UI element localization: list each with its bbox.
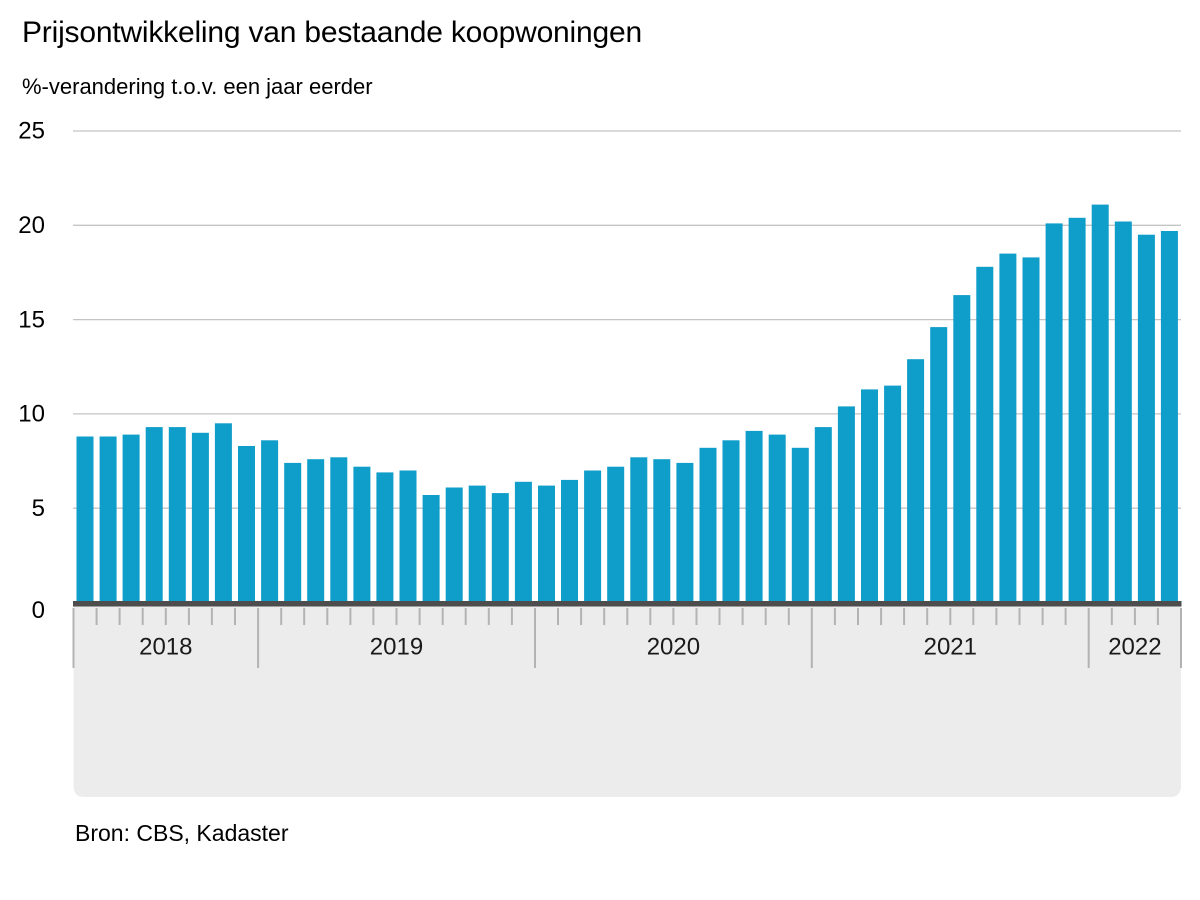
year-label-2019: 2019 <box>370 634 423 661</box>
bar-2021-06 <box>930 327 948 603</box>
y-axis-label-0: 0 <box>32 597 45 624</box>
bar-2020-03 <box>584 470 602 603</box>
bar-2019-08 <box>422 495 440 603</box>
bar-2018-11 <box>214 423 232 603</box>
source-note: Bron: CBS, Kadaster <box>75 820 289 846</box>
bar-2019-12 <box>514 481 532 603</box>
year-label-2022: 2022 <box>1108 634 1161 661</box>
bar-2021-03 <box>861 389 878 603</box>
bar-2019-10 <box>468 485 486 603</box>
bar-2020-08 <box>699 447 717 603</box>
bar-2021-01 <box>814 427 832 603</box>
bar-2019-04 <box>330 457 348 603</box>
bar-2018-05 <box>76 436 94 603</box>
bar-2019-09 <box>445 487 463 603</box>
bar-2021-11 <box>1045 223 1063 603</box>
bar-2020-05 <box>630 457 648 603</box>
bar-2022-04 <box>1160 231 1178 603</box>
bar-2021-05 <box>907 359 925 603</box>
y-axis-label-15: 15 <box>18 306 45 333</box>
page-title: Prijsontwikkeling van bestaande koopwoni… <box>22 16 642 49</box>
bar-2020-06 <box>653 459 671 603</box>
bar-2018-10 <box>191 432 209 603</box>
bar-2018-07 <box>122 434 140 603</box>
bar-2020-07 <box>676 462 694 603</box>
bar-2020-10 <box>745 430 763 603</box>
year-label-2020: 2020 <box>647 634 700 661</box>
bar-2018-12 <box>238 446 255 603</box>
x-axis-baseline <box>73 601 1182 607</box>
bar-2021-08 <box>976 266 994 603</box>
y-axis-label-10: 10 <box>18 401 45 428</box>
x-axis-band <box>73 606 1181 797</box>
bar-2021-04 <box>884 385 902 603</box>
bar-2021-10 <box>1022 257 1040 603</box>
year-label-2018: 2018 <box>139 634 192 661</box>
bar-2019-07 <box>399 470 417 603</box>
bar-2018-09 <box>168 427 186 603</box>
bar-2019-06 <box>376 472 394 603</box>
bar-2020-11 <box>768 434 786 603</box>
bar-2019-03 <box>307 459 325 603</box>
bar-2021-09 <box>999 253 1017 603</box>
bar-2021-02 <box>837 406 855 603</box>
bar-2020-02 <box>561 479 578 603</box>
year-label-2021: 2021 <box>924 634 977 661</box>
bar-2021-12 <box>1068 217 1086 603</box>
y-axis-label-25: 25 <box>18 118 45 145</box>
bar-2020-12 <box>791 447 809 603</box>
bar-2018-08 <box>145 427 163 603</box>
bar-2019-02 <box>284 462 302 603</box>
bar-2018-06 <box>99 436 117 603</box>
bar-2020-01 <box>538 485 555 603</box>
bar-2020-04 <box>607 466 625 603</box>
bar-2019-05 <box>353 466 371 603</box>
bar-2019-11 <box>491 493 509 603</box>
bar-2020-09 <box>722 440 740 603</box>
bar-2022-03 <box>1137 234 1155 603</box>
chart-subtitle: %-verandering t.o.v. een jaar eerder <box>22 74 373 99</box>
bar-2022-01 <box>1091 204 1109 603</box>
bar-2022-02 <box>1114 221 1132 603</box>
y-axis-label-5: 5 <box>32 495 45 522</box>
y-axis-label-20: 20 <box>18 212 45 239</box>
bar-2019-01 <box>261 440 279 603</box>
bar-2021-07 <box>953 295 971 603</box>
